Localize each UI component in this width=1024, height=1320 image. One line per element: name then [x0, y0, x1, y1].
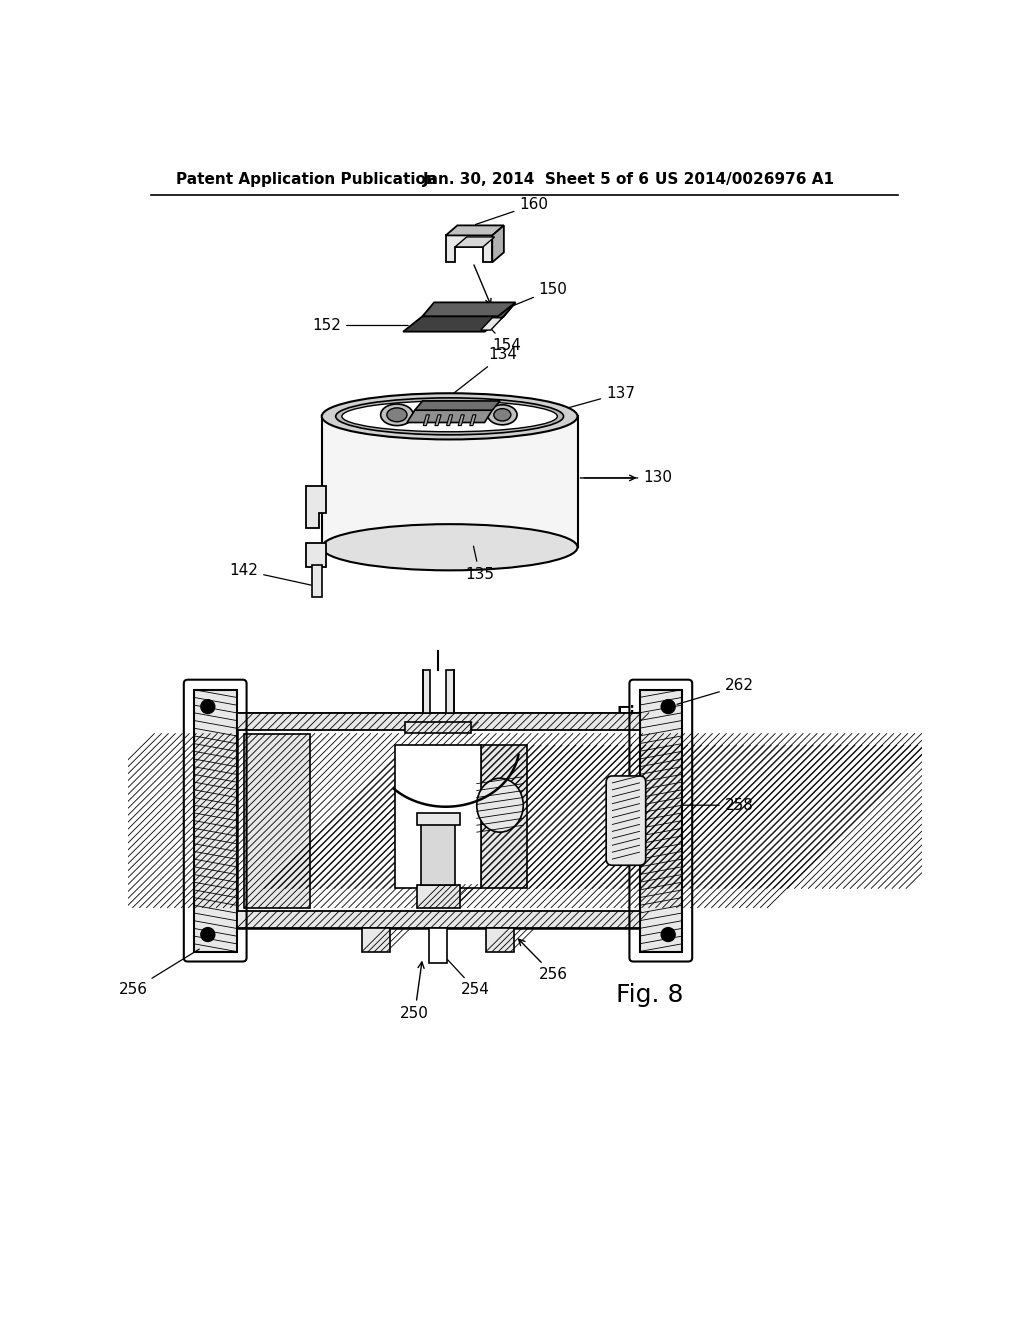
Ellipse shape	[336, 397, 563, 434]
Ellipse shape	[487, 405, 517, 425]
Ellipse shape	[662, 928, 675, 941]
Polygon shape	[470, 414, 476, 425]
Bar	[421, 818, 455, 884]
Bar	[237, 911, 640, 928]
Polygon shape	[403, 317, 504, 331]
Bar	[194, 689, 237, 952]
Polygon shape	[415, 401, 500, 411]
Text: 152: 152	[312, 318, 409, 333]
Text: 256: 256	[119, 949, 200, 998]
Bar	[417, 813, 460, 825]
Bar	[417, 884, 460, 908]
Polygon shape	[446, 414, 453, 425]
Text: 250: 250	[400, 962, 429, 1020]
Bar	[423, 671, 430, 713]
Text: 160: 160	[475, 197, 549, 224]
Bar	[406, 722, 471, 733]
Bar	[322, 416, 578, 548]
Ellipse shape	[201, 928, 215, 941]
Text: 254: 254	[447, 960, 490, 998]
Bar	[480, 744, 527, 888]
Ellipse shape	[322, 524, 578, 570]
Polygon shape	[493, 226, 504, 263]
Polygon shape	[458, 414, 464, 425]
Bar	[445, 671, 454, 713]
Text: Patent Application Publication: Patent Application Publication	[176, 173, 437, 187]
Polygon shape	[480, 318, 503, 330]
Text: Jan. 30, 2014  Sheet 5 of 6: Jan. 30, 2014 Sheet 5 of 6	[423, 173, 649, 187]
Polygon shape	[435, 414, 441, 425]
Bar	[395, 744, 480, 888]
Text: 137: 137	[562, 385, 635, 409]
Ellipse shape	[322, 393, 578, 440]
Text: Fig. 8: Fig. 8	[616, 983, 684, 1007]
Bar	[237, 713, 640, 928]
Polygon shape	[484, 302, 515, 331]
Text: 258: 258	[681, 797, 754, 813]
Polygon shape	[407, 411, 493, 422]
Text: 134: 134	[444, 347, 517, 401]
Text: 262: 262	[677, 678, 754, 705]
Polygon shape	[445, 226, 504, 235]
Bar	[306, 544, 327, 566]
Text: 135: 135	[465, 546, 495, 582]
Ellipse shape	[342, 401, 557, 432]
Ellipse shape	[662, 700, 675, 714]
Ellipse shape	[201, 700, 215, 714]
Polygon shape	[306, 486, 327, 528]
Text: US 2014/0026976 A1: US 2014/0026976 A1	[655, 173, 834, 187]
Bar	[312, 565, 322, 598]
Polygon shape	[455, 238, 495, 247]
Bar	[237, 713, 640, 730]
Bar	[429, 928, 447, 964]
Text: 256: 256	[518, 940, 567, 982]
Ellipse shape	[381, 404, 414, 425]
Text: 154: 154	[482, 319, 521, 352]
FancyBboxPatch shape	[606, 776, 646, 866]
Bar	[486, 928, 514, 952]
Polygon shape	[423, 414, 429, 425]
Text: Fig. 7: Fig. 7	[616, 705, 684, 729]
Bar	[245, 734, 310, 908]
Text: 130: 130	[584, 470, 673, 486]
Bar	[640, 689, 682, 952]
Text: 142: 142	[229, 562, 311, 585]
Bar	[362, 928, 390, 952]
Ellipse shape	[494, 409, 511, 421]
Polygon shape	[423, 302, 515, 317]
Ellipse shape	[477, 779, 523, 832]
Ellipse shape	[387, 408, 407, 422]
Polygon shape	[445, 235, 493, 263]
Text: 150: 150	[505, 281, 567, 309]
